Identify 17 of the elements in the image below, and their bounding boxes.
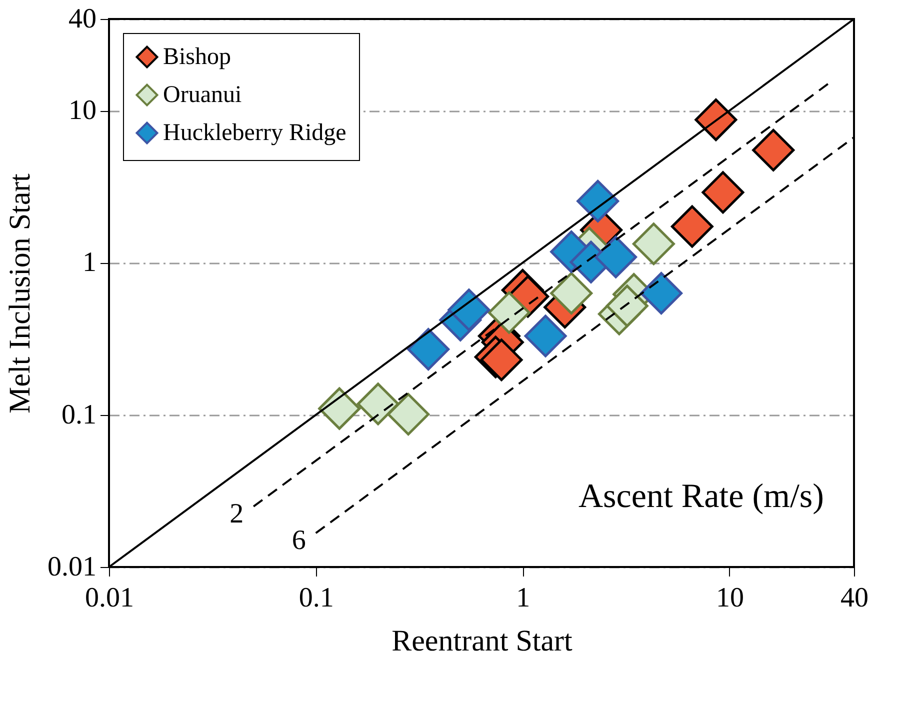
x-tick-label: 1 xyxy=(516,582,530,614)
y-tick-label: 0.01 xyxy=(48,552,96,582)
y-tick-label: 1 xyxy=(82,247,96,278)
legend-label: Oruanui xyxy=(163,82,242,108)
x-tick-label: 0.1 xyxy=(298,582,334,614)
y-axis-title: Melt Inclusion Start xyxy=(4,172,36,414)
y-tick-label: 10 xyxy=(68,95,96,126)
y-tick-label: 40 xyxy=(68,4,96,34)
series-label: 6 xyxy=(292,525,306,556)
series-label: 2 xyxy=(230,498,244,530)
legend-label: Huckleberry Ridge xyxy=(163,120,346,146)
x-axis-title: Reentrant Start xyxy=(392,624,574,658)
legend-label: Bishop xyxy=(163,44,232,70)
y-tick-label: 0.1 xyxy=(62,399,96,430)
x-tick-label: 10 xyxy=(716,582,744,614)
annotation: Ascent Rate (m/s) xyxy=(578,478,824,515)
x-tick-label: 40 xyxy=(840,582,868,614)
